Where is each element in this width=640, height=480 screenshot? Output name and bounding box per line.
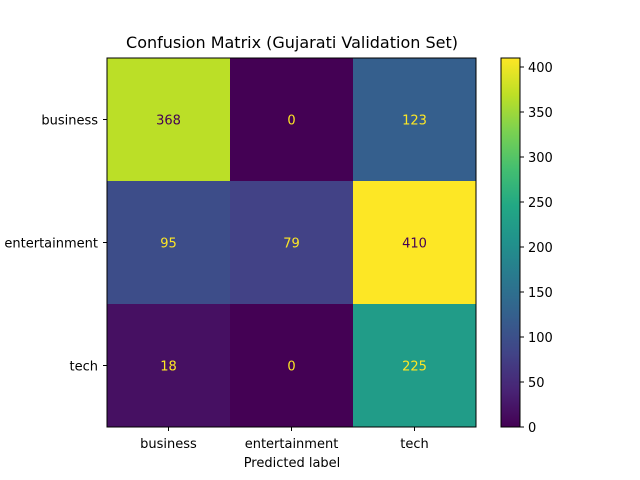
y-tick-label: business xyxy=(41,114,98,129)
cell-value-label: 0 xyxy=(287,360,295,375)
x-tick-label: entertainment xyxy=(245,437,339,452)
cell-value-label: 225 xyxy=(402,360,427,375)
x-axis-ticks: business entertainment tech xyxy=(140,427,429,452)
x-axis-label: Predicted label xyxy=(244,456,341,471)
colorbar-tick-label: 0 xyxy=(528,421,536,436)
colorbar-tick-label: 250 xyxy=(528,196,553,211)
colorbar-tick-label: 100 xyxy=(528,331,553,346)
heatmap-cell xyxy=(230,58,354,182)
cell-value-label: 410 xyxy=(402,237,427,252)
x-tick-label: tech xyxy=(400,437,428,452)
y-tick-label: entertainment xyxy=(4,237,98,252)
colorbar: 0 50 100 150 200 250 300 350 400 xyxy=(500,57,553,436)
y-tick-label: tech xyxy=(70,360,98,375)
heatmap-cell xyxy=(230,181,354,305)
cell-value-label: 18 xyxy=(160,360,177,375)
heatmap-cell xyxy=(353,58,477,182)
colorbar-tick-label: 300 xyxy=(528,151,553,166)
colorbar-tick-label: 150 xyxy=(528,286,553,301)
heatmap-cell xyxy=(107,304,231,428)
colorbar-ticks: 0 50 100 150 200 250 300 350 400 xyxy=(520,61,553,436)
chart-title: Confusion Matrix (Gujarati Validation Se… xyxy=(126,33,458,52)
colorbar-gradient xyxy=(500,57,521,428)
heatmap-cell xyxy=(353,181,477,305)
heatmap-cell xyxy=(107,181,231,305)
colorbar-tick-label: 200 xyxy=(528,241,553,256)
cell-value-label: 368 xyxy=(156,114,181,129)
colorbar-tick-label: 50 xyxy=(528,376,545,391)
x-tick-label: business xyxy=(140,437,197,452)
colorbar-tick-label: 400 xyxy=(528,61,553,76)
cell-value-label: 0 xyxy=(287,114,295,129)
heatmap-cell xyxy=(230,304,354,428)
heatmap-cell xyxy=(107,58,231,182)
cell-value-label: 95 xyxy=(160,237,177,252)
y-axis-ticks: business entertainment tech xyxy=(4,114,107,375)
colorbar-tick-label: 350 xyxy=(528,106,553,121)
heatmap-cell xyxy=(353,304,477,428)
cell-value-label: 79 xyxy=(283,237,300,252)
heatmap-cells xyxy=(107,58,477,428)
cell-value-label: 123 xyxy=(402,114,427,129)
heatmap-cell-labels: 368 0 123 95 79 410 18 0 225 xyxy=(156,114,427,375)
